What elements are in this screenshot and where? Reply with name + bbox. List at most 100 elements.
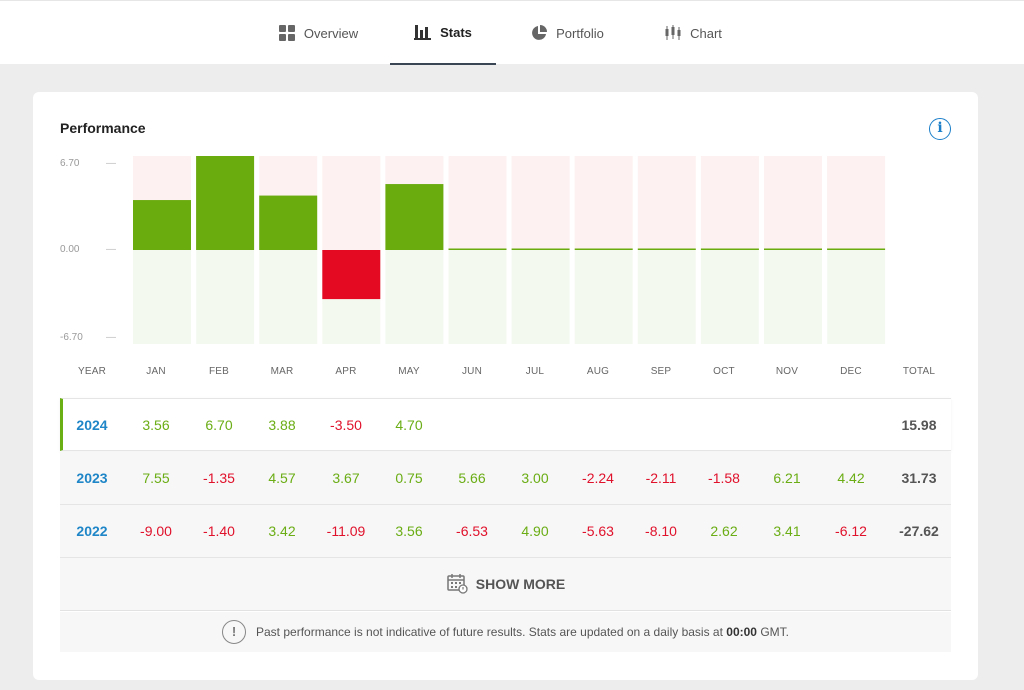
chart-bg-positive — [827, 156, 886, 250]
month-value-cell — [442, 399, 502, 452]
chart-bg-negative — [574, 250, 633, 344]
table-row[interactable]: 2023 7.55 -1.35 4.57 3.67 0.75 5.66 3.00 -2.24 -2… — [60, 452, 951, 505]
chart-svg — [133, 156, 886, 344]
performance-chart: 6.70 — 0.00 — -6.70 — — [33, 92, 978, 392]
chart-bg-negative — [827, 250, 886, 344]
tab-overview[interactable]: Overview — [262, 1, 374, 65]
y-tick-label: 0.00 — [60, 244, 80, 255]
month-value-cell: -6.12 — [835, 523, 867, 539]
month-value-cell: 3.42 — [268, 523, 296, 539]
month-value-cell: 3.67 — [332, 470, 360, 486]
year-cell: 2023 — [76, 470, 108, 486]
tab-bar: Overview Stats Portfolio Chart — [0, 1, 1024, 65]
tab-stats[interactable]: Stats — [390, 1, 496, 65]
tab-label: Stats — [440, 24, 472, 40]
pie-chart-icon — [530, 24, 548, 42]
chart-bar-feb[interactable] — [196, 156, 255, 250]
chart-bg-negative — [511, 250, 570, 344]
table-row[interactable]: 2024 3.56 6.70 3.88 -3.50 4.70 15.98 — [60, 398, 951, 451]
column-header-sep: SEP — [650, 366, 672, 377]
disclaimer: ! Past performance is not indicative of … — [60, 612, 951, 652]
month-value-cell: 0.75 — [395, 470, 423, 486]
tab-label: Overview — [303, 25, 359, 41]
tab-label: Portfolio — [556, 25, 604, 41]
year-cell: 2024 — [76, 417, 108, 433]
chart-bar-oct[interactable] — [700, 248, 759, 251]
chart-bg-positive — [448, 156, 507, 250]
month-value-cell: -2.11 — [645, 470, 677, 486]
y-tick-mark: — — [106, 158, 116, 169]
column-header-jun: JUN — [461, 366, 483, 377]
chart-bg-negative — [133, 250, 191, 344]
column-header-apr: APR — [335, 366, 357, 377]
column-header-mar: MAR — [270, 366, 294, 377]
warning-icon: ! — [222, 620, 246, 644]
show-more-button[interactable]: SHOW MORE — [60, 558, 951, 611]
month-value-cell: 4.42 — [837, 470, 865, 486]
month-value-cell: -6.53 — [456, 523, 488, 539]
chart-bg-positive — [637, 156, 696, 250]
performance-card: Performance i 6.70 — 0.00 — -6.70 — YEAR… — [33, 92, 978, 680]
chart-bar-dec[interactable] — [827, 248, 886, 251]
month-value-cell: 3.56 — [395, 523, 423, 539]
chart-bar-jul[interactable] — [511, 248, 570, 251]
chart-bar-may[interactable] — [385, 184, 444, 250]
calendar-icon — [446, 572, 468, 597]
chart-bg-negative — [259, 250, 318, 344]
month-value-cell — [631, 399, 691, 452]
chart-bg-negative — [385, 250, 444, 344]
chart-bg-negative — [448, 250, 507, 344]
month-value-cell: -8.10 — [645, 523, 677, 539]
disclaimer-time: 00:00 — [726, 625, 757, 639]
month-value-cell: 4.57 — [268, 470, 296, 486]
month-value-cell: 4.70 — [395, 417, 423, 433]
chart-bar-apr[interactable] — [322, 250, 381, 300]
chart-bg-positive — [764, 156, 822, 250]
month-value-cell: 3.41 — [773, 523, 801, 539]
y-tick-label: -6.70 — [60, 332, 83, 343]
column-header-aug: AUG — [586, 366, 610, 377]
column-header-total: TOTAL — [902, 366, 936, 377]
info-icon[interactable]: i — [929, 118, 951, 140]
disclaimer-main: Past performance is not indicative of fu… — [256, 625, 723, 639]
y-tick-label: 6.70 — [60, 158, 80, 169]
chart-bar-jun[interactable] — [448, 248, 507, 251]
total-cell: -27.62 — [899, 523, 939, 539]
month-value-cell: -1.58 — [708, 470, 740, 486]
disclaimer-suffix: GMT. — [760, 625, 789, 639]
month-value-cell — [694, 399, 754, 452]
total-cell: 31.73 — [901, 470, 937, 486]
grid-icon — [278, 24, 296, 42]
tab-chart[interactable]: Chart — [648, 1, 738, 65]
chart-bg-negative — [637, 250, 696, 344]
month-value-cell: -9.00 — [140, 523, 172, 539]
performance-title: Performance — [60, 120, 146, 136]
table-row[interactable]: 2022 -9.00 -1.40 3.42 -11.09 3.56 -6.53 4.90 -5.… — [60, 505, 951, 558]
chart-bar-mar[interactable] — [259, 195, 318, 250]
chart-bg-positive — [700, 156, 759, 250]
month-value-cell: -5.63 — [582, 523, 614, 539]
month-value-cell: 3.56 — [142, 417, 170, 433]
tab-portfolio[interactable]: Portfolio — [514, 1, 620, 65]
chart-bar-jan[interactable] — [133, 200, 191, 250]
month-value-cell: 6.70 — [205, 417, 233, 433]
month-value-cell: 2.62 — [710, 523, 738, 539]
chart-bar-aug[interactable] — [574, 248, 633, 251]
column-header-jan: JAN — [146, 366, 166, 377]
chart-bar-sep[interactable] — [637, 248, 696, 251]
column-header-dec: DEC — [840, 366, 862, 377]
month-value-cell: 3.88 — [268, 417, 296, 433]
chart-bg-negative — [196, 250, 255, 344]
month-value-cell: 4.90 — [521, 523, 549, 539]
bar-chart-icon — [414, 23, 432, 41]
month-value-cell: 3.00 — [521, 470, 549, 486]
month-value-cell — [505, 399, 565, 452]
chart-bar-nov[interactable] — [764, 248, 822, 251]
chart-bg-positive — [322, 156, 381, 250]
month-value-cell: -2.24 — [582, 470, 614, 486]
month-value-cell: -11.09 — [326, 523, 366, 539]
column-header-oct: OCT — [713, 366, 735, 377]
disclaimer-text: Past performance is not indicative of fu… — [256, 625, 789, 639]
chart-bg-negative — [700, 250, 759, 344]
candlestick-icon — [664, 24, 682, 42]
